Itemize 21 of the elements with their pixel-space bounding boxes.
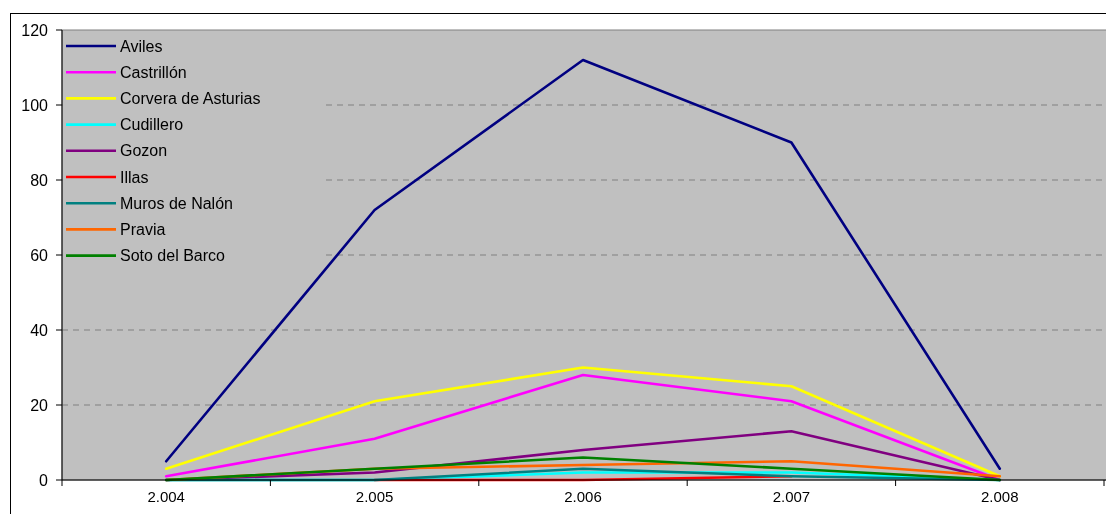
x-tick-label: 2.004 (147, 488, 185, 505)
y-tick-label: 40 (30, 321, 49, 339)
legend-label: Cudillero (120, 116, 184, 134)
x-tick-label: 2.008 (981, 488, 1019, 505)
legend-label: Aviles (120, 37, 163, 55)
legend-label: Gozon (120, 142, 168, 160)
legend-label: Pravia (120, 220, 166, 238)
legend-label: Muros de Nalón (120, 194, 233, 212)
x-tick-label: 2.006 (564, 488, 602, 505)
y-tick-label: 20 (30, 396, 49, 414)
y-tick-label: 60 (30, 246, 49, 264)
legend-label: Soto del Barco (120, 247, 226, 265)
y-tick-label: 0 (39, 471, 49, 489)
y-tick-label: 120 (21, 21, 49, 39)
y-tick-label: 80 (30, 171, 49, 189)
legend-label: Illas (120, 168, 149, 186)
y-tick-label: 100 (21, 96, 49, 114)
legend-label: Castrillón (120, 63, 187, 81)
x-tick-label: 2.007 (772, 488, 811, 505)
legend-label: Corvera de Asturias (120, 89, 261, 107)
x-tick-label: 2.005 (355, 488, 394, 505)
